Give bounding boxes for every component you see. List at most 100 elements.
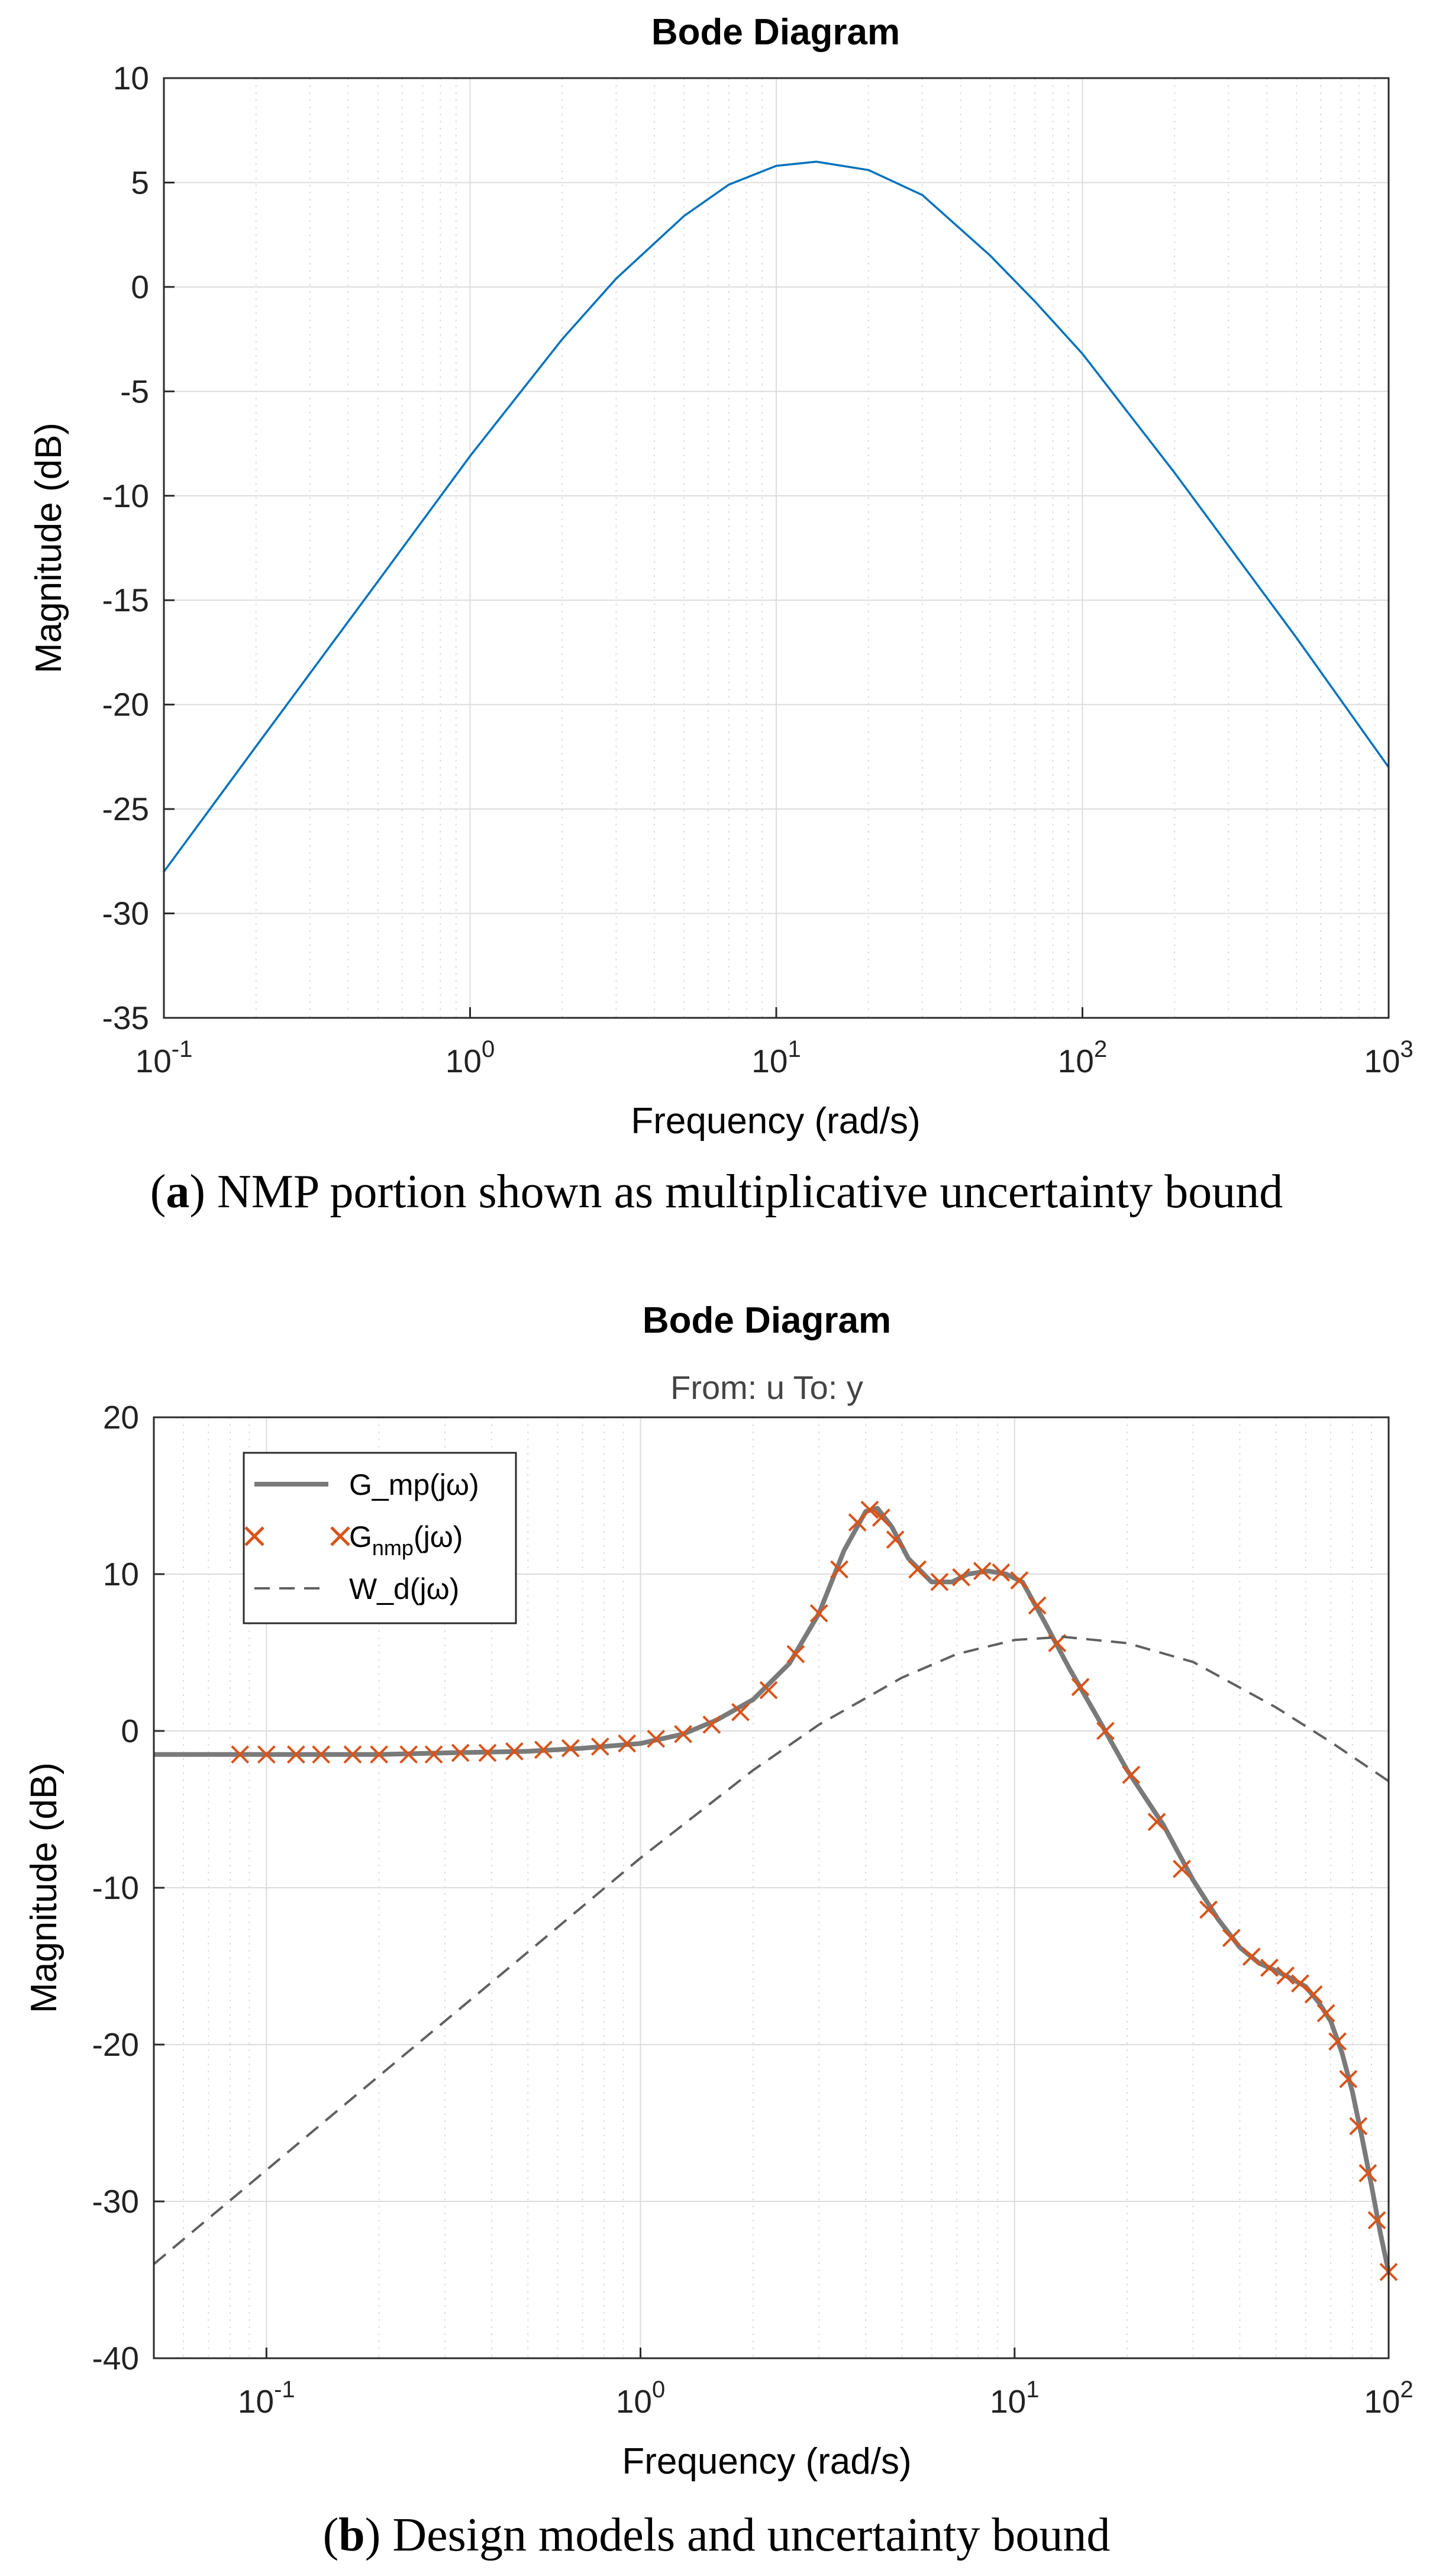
caption-b: (b) Design models and uncertainty bound bbox=[323, 2509, 1111, 2561]
x-tick-exponent: 1 bbox=[1026, 2377, 1039, 2403]
y-tick-label: 5 bbox=[131, 164, 149, 201]
data-point-x-marker bbox=[886, 1530, 905, 1549]
y-tick-label: 20 bbox=[103, 1399, 139, 1436]
data-point-x-marker bbox=[399, 1745, 418, 1764]
x-tick-label: 100 bbox=[616, 2377, 665, 2420]
x-tick-base: 10 bbox=[446, 1043, 482, 1079]
data-point-x-marker bbox=[1242, 1948, 1261, 1966]
chart-a-grid bbox=[164, 78, 1389, 1018]
series-line-solid bbox=[163, 160, 1390, 873]
data-point-x-marker bbox=[1339, 2069, 1358, 2088]
chart-a-title: Bode Diagram bbox=[651, 12, 900, 53]
y-tick-label: 0 bbox=[121, 1713, 139, 1749]
y-tick-label: -20 bbox=[102, 686, 150, 723]
x-tick-label: 102 bbox=[1058, 1036, 1107, 1079]
data-point-x-marker bbox=[830, 1560, 848, 1579]
y-tick-label: 10 bbox=[113, 60, 149, 96]
x-tick-exponent: 0 bbox=[652, 2377, 665, 2403]
data-point-x-marker bbox=[257, 1745, 276, 1764]
data-point-x-marker bbox=[1199, 1900, 1218, 1919]
y-tick-label: -30 bbox=[92, 2183, 140, 2220]
data-point-x-marker bbox=[618, 1734, 637, 1753]
x-tick-base: 10 bbox=[1058, 1043, 1094, 1079]
legend-gnmp-main: G bbox=[349, 1520, 372, 1553]
data-point-x-marker bbox=[370, 1745, 389, 1764]
data-point-x-marker bbox=[973, 1562, 992, 1581]
data-point-x-marker bbox=[505, 1742, 524, 1761]
data-point-x-marker bbox=[1028, 1596, 1047, 1615]
x-tick-label: 103 bbox=[1364, 1036, 1413, 1079]
chart-b-legend: G_mp(jω) Gnmp(jω) W_d(jω) bbox=[243, 1452, 517, 1624]
data-point-x-marker bbox=[1260, 1958, 1279, 1977]
x-tick-base: 10 bbox=[616, 2383, 652, 2420]
data-point-x-marker bbox=[1071, 1678, 1090, 1697]
data-point-x-marker bbox=[1291, 1974, 1309, 1993]
data-point-x-marker bbox=[860, 1500, 879, 1519]
chart-b-subtitle: From: u To: y bbox=[670, 1369, 863, 1406]
chart-b-title: Bode Diagram bbox=[643, 1300, 891, 1341]
legend-box bbox=[243, 1452, 517, 1624]
x-tick-label: 10-1 bbox=[238, 2377, 295, 2420]
caption-b-text: Design models and uncertainty bound bbox=[380, 2509, 1110, 2561]
chart-a-y-ticks: 10 5 0 -5 -10 -15 -20 -25 -30 -35 bbox=[102, 60, 175, 1036]
data-point-x-marker bbox=[1010, 1571, 1029, 1590]
data-point-x-marker bbox=[1349, 2117, 1368, 2136]
data-point-x-marker bbox=[1222, 1929, 1241, 1948]
series-marker-group bbox=[231, 1500, 1398, 2281]
y-tick-label: 10 bbox=[103, 1556, 139, 1592]
y-tick-label: -20 bbox=[92, 2026, 140, 2063]
data-point-x-marker bbox=[478, 1743, 497, 1762]
caption-a-label: a bbox=[166, 1166, 189, 1218]
legend-wd-label: W_d(jω) bbox=[349, 1572, 459, 1605]
x-tick-label: 102 bbox=[1364, 2377, 1413, 2420]
y-tick-label: -40 bbox=[92, 2340, 140, 2377]
x-tick-label: 101 bbox=[990, 2377, 1039, 2420]
legend-gnmp-label: Gnmp(jω) bbox=[349, 1520, 463, 1560]
y-tick-label: -25 bbox=[102, 791, 150, 827]
data-point-x-marker bbox=[759, 1681, 778, 1700]
x-tick-exponent: -1 bbox=[274, 2377, 295, 2403]
x-tick-exponent: 2 bbox=[1094, 1036, 1107, 1062]
x-tick-base: 10 bbox=[238, 2383, 274, 2420]
data-point-x-marker bbox=[1316, 2004, 1335, 2023]
caption-a-text: NMP portion shown as multiplicative unce… bbox=[205, 1166, 1283, 1218]
data-point-x-marker bbox=[590, 1737, 609, 1756]
legend-gmp-label: G_mp(jω) bbox=[349, 1468, 479, 1501]
caption-b-label: b bbox=[338, 2509, 365, 2561]
chart-a-series bbox=[163, 160, 1390, 873]
y-tick-label: -5 bbox=[120, 373, 149, 410]
chart-b-y-label: Magnitude (dB) bbox=[24, 1762, 64, 2013]
chart-b-x-ticks: 10-1 100 101 102 bbox=[238, 2348, 1413, 2420]
data-point-x-marker bbox=[1096, 1721, 1115, 1740]
chart-b-x-label: Frequency (rad/s) bbox=[622, 2441, 911, 2482]
y-tick-label: -30 bbox=[102, 895, 150, 932]
y-tick-label: 0 bbox=[131, 269, 149, 305]
data-point-x-marker bbox=[702, 1715, 721, 1734]
data-point-x-marker bbox=[809, 1604, 828, 1623]
data-point-x-marker bbox=[1328, 2032, 1347, 2051]
x-tick-exponent: -1 bbox=[172, 1036, 193, 1062]
data-point-x-marker bbox=[343, 1745, 362, 1764]
x-tick-base: 10 bbox=[1364, 2383, 1400, 2420]
chart-a-y-label: Magnitude (dB) bbox=[28, 423, 69, 673]
data-point-x-marker bbox=[647, 1729, 666, 1748]
x-tick-label: 100 bbox=[446, 1036, 495, 1079]
chart-a-x-label: Frequency (rad/s) bbox=[631, 1101, 920, 1142]
data-point-x-marker bbox=[1358, 2164, 1377, 2182]
chart-b-y-ticks: 20 10 0 -10 -20 -30 -40 bbox=[92, 1399, 164, 2377]
legend-gnmp-sub: nmp bbox=[372, 1536, 414, 1560]
chart-b-series bbox=[153, 1500, 1398, 2281]
x-tick-exponent: 3 bbox=[1400, 1036, 1413, 1062]
chart-b: Bode Diagram From: u To: y 20100-10-20-3… bbox=[24, 1300, 1413, 2482]
data-point-x-marker bbox=[731, 1703, 750, 1721]
x-tick-label: 101 bbox=[751, 1036, 801, 1079]
data-point-x-marker bbox=[908, 1560, 927, 1579]
data-point-x-marker bbox=[872, 1508, 890, 1527]
data-point-x-marker bbox=[1173, 1859, 1191, 1878]
data-point-x-marker bbox=[786, 1645, 805, 1663]
y-tick-label: -35 bbox=[102, 1000, 150, 1036]
caption-a: (a) NMP portion shown as multiplicative … bbox=[150, 1166, 1283, 1218]
x-tick-label: 10-1 bbox=[135, 1036, 193, 1079]
data-point-x-marker bbox=[1147, 1813, 1166, 1832]
